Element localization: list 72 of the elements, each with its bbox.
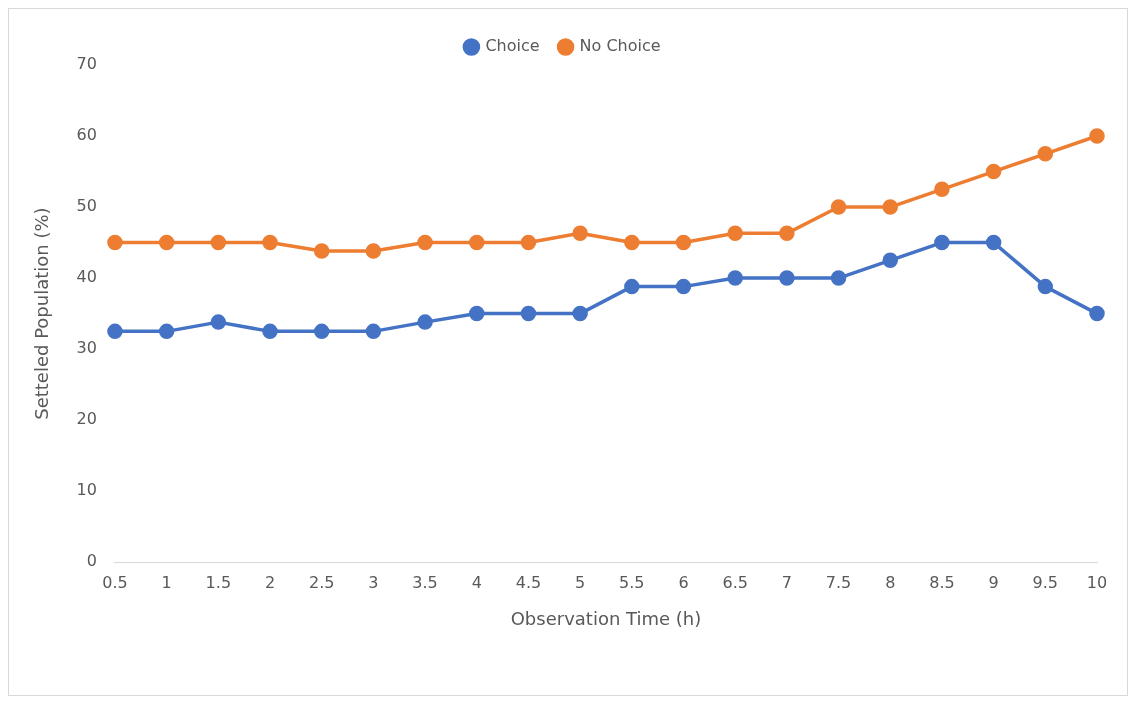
x-tick-label: 5.5 (619, 572, 645, 592)
point (830, 270, 847, 286)
x-tick-label: 4 (471, 572, 482, 592)
x-tick-label: 2 (264, 572, 276, 592)
x-tick-label: 7.5 (825, 572, 852, 592)
point (727, 225, 743, 242)
point (882, 199, 899, 215)
y-tick-label: 60 (76, 125, 97, 145)
point (1037, 146, 1054, 162)
point (779, 270, 795, 286)
point (107, 323, 123, 340)
point (572, 305, 588, 322)
point (675, 278, 692, 295)
point (520, 305, 537, 322)
point (985, 163, 1002, 180)
point (1089, 305, 1105, 322)
point (158, 323, 175, 340)
y-tick-label: 10 (76, 480, 97, 500)
y-axis-title: Setteled Population (%) (31, 207, 53, 420)
y-tick-label: 40 (76, 267, 97, 287)
point (417, 234, 433, 251)
x-tick-label: 0.5 (102, 572, 128, 592)
point (1089, 128, 1105, 144)
y-tick-label: 0 (86, 551, 97, 571)
point (882, 252, 899, 269)
point (779, 225, 795, 242)
point (934, 234, 950, 251)
y-tick-label: 70 (76, 54, 97, 74)
point (675, 234, 692, 251)
point (934, 181, 950, 198)
x-tick-label: 3.5 (412, 572, 438, 592)
point (313, 243, 330, 259)
y-tick-label: 50 (76, 196, 97, 216)
y-tick-label: 20 (76, 409, 97, 429)
x-tick-label: 9 (988, 572, 999, 592)
point (520, 234, 537, 251)
point (624, 234, 640, 251)
legend-label: No Choice (579, 36, 661, 56)
x-tick-label: 1.5 (205, 572, 232, 592)
point (469, 234, 485, 251)
x-tick-label: 2.5 (308, 572, 335, 592)
x-tick-label: 6 (678, 572, 689, 592)
x-tick-label: 9.5 (1032, 572, 1059, 592)
legend-label: Choice (485, 36, 540, 56)
point (572, 225, 588, 242)
y-tick-label: 30 (76, 338, 97, 358)
point (727, 270, 743, 286)
point (313, 323, 330, 340)
point (107, 234, 123, 251)
x-tick-label: 5 (575, 572, 586, 592)
point (830, 199, 847, 215)
point (210, 314, 227, 330)
point (1037, 278, 1054, 295)
x-tick-label: 8.5 (929, 572, 955, 592)
point (365, 323, 382, 340)
x-tick-label: 1 (161, 572, 172, 592)
x-tick-label: 10 (1086, 572, 1108, 592)
point (262, 323, 278, 340)
point (469, 305, 485, 322)
point (985, 234, 1002, 251)
x-tick-label: 7 (781, 572, 792, 592)
x-tick-label: 3 (368, 572, 379, 592)
point (262, 234, 278, 251)
x-tick-label: 4.5 (515, 572, 542, 592)
x-axis-title: Observation Time (h) (510, 607, 702, 629)
point (365, 243, 382, 259)
x-tick-label: 6.5 (722, 572, 748, 592)
point (624, 278, 640, 295)
point (417, 314, 433, 330)
point (210, 234, 227, 251)
x-tick-label: 8 (885, 572, 896, 592)
point (158, 234, 175, 251)
